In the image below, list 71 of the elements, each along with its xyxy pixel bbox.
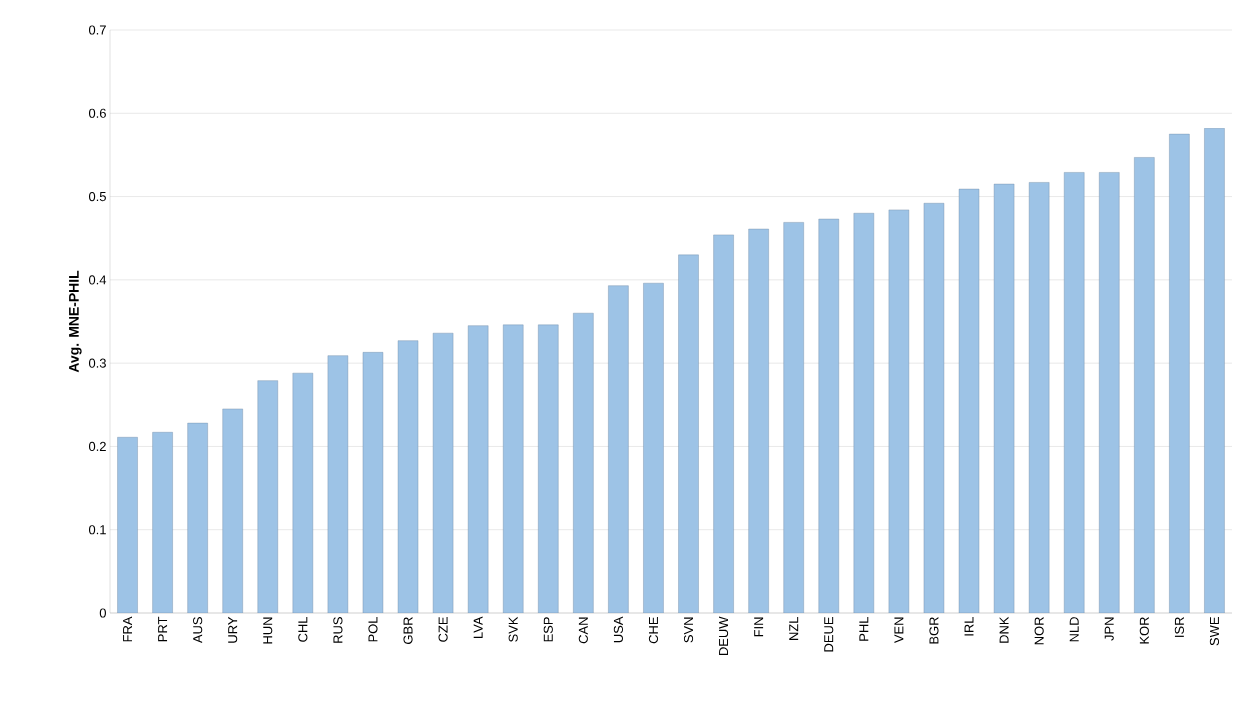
x-tick-label: FIN: [754, 617, 764, 637]
x-tick-label: SWE: [1209, 617, 1220, 646]
bar: [713, 234, 734, 613]
y-tick-label: 0: [99, 608, 106, 618]
x-tick-label: USA: [613, 616, 623, 643]
y-tick-label: 0.5: [88, 191, 106, 202]
bar: [853, 213, 875, 613]
x-tick-label: FRA: [123, 616, 132, 642]
y-tick-label: 0.3: [88, 358, 106, 368]
x-tick-label: PHL: [859, 616, 869, 641]
x-tick-label: CAN: [578, 617, 588, 644]
x-tick-label: BGR: [929, 617, 939, 644]
bar: [993, 183, 1015, 613]
x-tick-label: NZL: [789, 616, 799, 640]
y-tick-label: 0.2: [88, 441, 106, 452]
x-tick-label: LVA: [473, 616, 483, 639]
x-tick-label: RUS: [333, 617, 343, 643]
x-tick-label: DNK: [999, 616, 1009, 643]
x-tick-label: SVN: [683, 617, 694, 643]
y-tick-label: 0.4: [88, 275, 107, 285]
x-tick-label: ESP: [543, 617, 553, 642]
x-tick-label: GBR: [403, 617, 413, 644]
x-tick-label: CHE: [648, 617, 659, 644]
y-tick-label: 0.7: [88, 25, 106, 35]
bar: [888, 209, 910, 613]
bar: [257, 380, 278, 613]
x-tick-label: IRL: [964, 616, 974, 636]
bar: [958, 188, 980, 613]
bar: [117, 437, 138, 613]
bar: [292, 372, 314, 613]
y-tick-label: 0.1: [88, 525, 106, 535]
bar: [1064, 172, 1085, 613]
bar: [573, 312, 594, 613]
bar: [818, 218, 839, 613]
x-tick-label: HUN: [263, 617, 273, 644]
x-tick-label: NOR: [1034, 617, 1044, 645]
x-tick-label: JPN: [1104, 617, 1114, 641]
x-tick-label: DEUW: [719, 616, 729, 656]
bar: [222, 408, 243, 613]
bar: [643, 282, 664, 613]
x-tick-label: DEUE: [824, 617, 834, 652]
bar: [1204, 128, 1225, 613]
x-tick-label: POL: [368, 616, 378, 642]
bar: [187, 422, 208, 613]
x-tick-label: KOR: [1139, 617, 1149, 644]
bar: [1169, 133, 1190, 613]
bar: [152, 432, 173, 613]
x-tick-label: CZE: [438, 617, 448, 642]
bar: [608, 285, 629, 613]
bar: [538, 324, 559, 613]
x-tick-label: AUS: [193, 617, 203, 644]
bar: [503, 324, 524, 613]
bar: [397, 340, 419, 613]
bar: [783, 222, 804, 613]
x-tick-label: ISR: [1174, 617, 1184, 637]
bar: [467, 325, 489, 613]
bar: [1134, 157, 1155, 613]
bar: [678, 254, 699, 613]
bar: [748, 228, 769, 613]
x-tick-label: NLD: [1069, 617, 1079, 642]
bar: [923, 203, 945, 613]
y-tick-label: 0.6: [88, 108, 106, 118]
x-tick-label: VEN: [894, 617, 904, 644]
bar: [1099, 172, 1120, 613]
x-tick-label: CHL: [298, 616, 308, 642]
x-tick-label: SVK: [508, 616, 518, 642]
y-axis-title: Avg. MNE-PHIL: [69, 270, 82, 373]
x-tick-label: URY: [228, 616, 238, 643]
x-tick-label: PRT: [158, 616, 168, 642]
bar: [327, 355, 349, 613]
bar: [1028, 182, 1050, 613]
